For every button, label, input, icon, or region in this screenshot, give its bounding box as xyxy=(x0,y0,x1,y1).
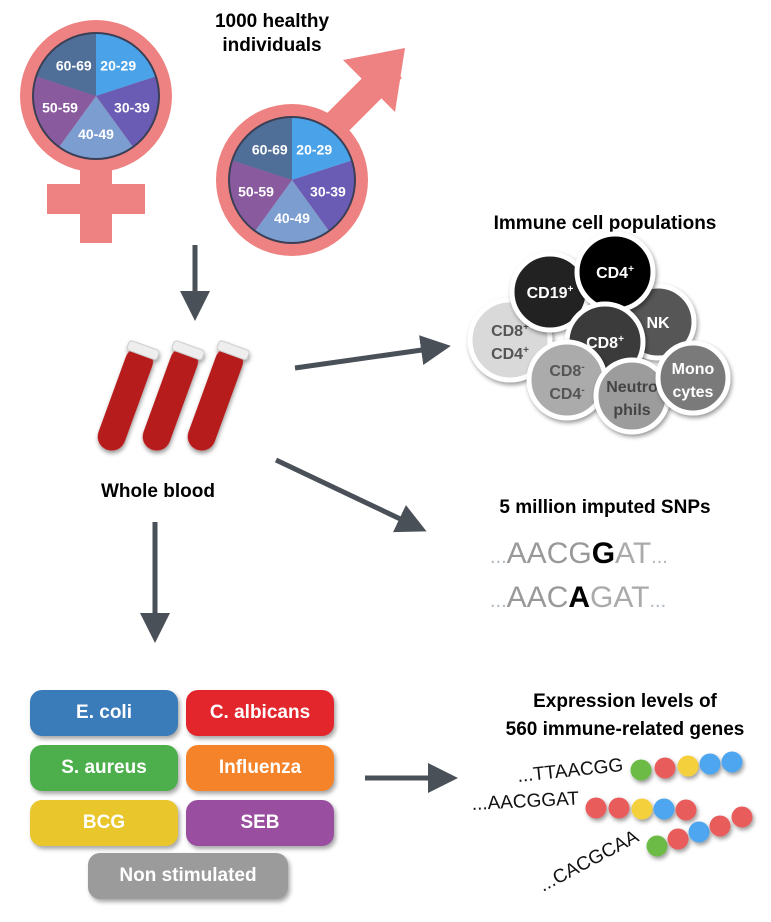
pie-label: 50-59 xyxy=(42,100,78,116)
arrow-to-immune xyxy=(294,335,451,371)
stimulus-non-stimulated: Non stimulated xyxy=(88,853,288,899)
pie-slice-40-49 xyxy=(58,96,134,159)
expression-sequences: ...TTAACGG ...AACGGAT ...CACGCAA xyxy=(471,755,642,896)
stimulus-bcg: BCG xyxy=(30,800,178,846)
svg-text:CD8-: CD8- xyxy=(549,362,584,380)
pie-slice-20-29 xyxy=(292,117,352,180)
bead-green xyxy=(646,835,668,857)
arrow-to-snps xyxy=(274,457,427,533)
bead-blue xyxy=(721,751,743,773)
pie-slice-60-69 xyxy=(36,33,96,96)
pie-slice-20-29 xyxy=(96,33,156,96)
svg-text:phils: phils xyxy=(613,402,650,419)
flow-arrows xyxy=(140,245,458,793)
bead-red xyxy=(675,799,697,821)
bead-red xyxy=(654,757,676,779)
cell-monocytes: Mono cytes xyxy=(655,340,731,416)
bead-red xyxy=(585,797,607,819)
bead-yellow xyxy=(631,798,653,820)
pie-label: 40-49 xyxy=(274,210,310,226)
svg-text:cytes: cytes xyxy=(673,384,714,401)
svg-text:NK: NK xyxy=(646,315,670,332)
bead-red xyxy=(667,828,689,850)
expression-beads xyxy=(585,751,753,857)
sequence-3: ...CACGCAA xyxy=(535,826,642,896)
svg-text:CD4-: CD4- xyxy=(549,385,584,403)
pie-slice-60-69 xyxy=(232,117,292,180)
blood-tubes-icon xyxy=(97,340,250,451)
cell-neutrophils: Neutro phils xyxy=(593,357,671,435)
cell-cd8cd4: CD8- CD4- xyxy=(526,339,608,421)
bead-red xyxy=(731,806,753,828)
pie-label: 40-49 xyxy=(78,126,114,142)
pie-label: 30-39 xyxy=(114,100,150,116)
bead-blue xyxy=(699,753,721,775)
bead-green xyxy=(630,759,652,781)
svg-text:...AACGGAT...: ...AACGGAT... xyxy=(490,537,668,570)
stimulus-c-albicans: C. albicans xyxy=(186,690,334,736)
pie-slice-50-59 xyxy=(229,160,292,231)
svg-text:...AACAGAT...: ...AACAGAT... xyxy=(490,581,666,614)
snp-sequences: ...AACGGAT... ...AACAGAT... xyxy=(490,537,668,614)
expression-title-line1: Expression levels of xyxy=(533,691,717,712)
svg-text:Mono: Mono xyxy=(672,361,715,378)
pie-label: 20-29 xyxy=(296,141,332,157)
svg-text:CD19+: CD19+ xyxy=(527,284,574,302)
whole-blood-label: Whole blood xyxy=(101,481,215,502)
snps-title: 5 million imputed SNPs xyxy=(499,497,710,518)
pie-label: 20-29 xyxy=(100,57,136,73)
svg-text:CD4+: CD4+ xyxy=(491,345,529,363)
pie-label: 30-39 xyxy=(310,184,346,200)
stimulus-s-aureus: S. aureus xyxy=(30,745,178,791)
pie-slice-50-59 xyxy=(33,76,96,147)
pie-label: 60-69 xyxy=(252,141,288,157)
pie-slice-40-49 xyxy=(254,180,330,243)
bead-yellow xyxy=(677,755,699,777)
pie-slice-30-39 xyxy=(96,76,159,147)
pie-label: 50-59 xyxy=(238,184,274,200)
bead-blue xyxy=(688,821,710,843)
svg-text:CD8+: CD8+ xyxy=(586,334,624,352)
pie-label: 60-69 xyxy=(56,57,92,73)
bead-blue xyxy=(653,798,675,820)
immune-title: Immune cell populations xyxy=(494,213,717,234)
stimulus-seb: SEB xyxy=(186,800,334,846)
cell-cd4: CD4+ xyxy=(574,231,656,313)
bead-red xyxy=(709,815,731,837)
cohort-title-line1: 1000 healthy xyxy=(215,11,329,32)
stimulus-influenza: Influenza xyxy=(186,745,334,791)
svg-text:CD8+: CD8+ xyxy=(491,322,529,340)
expression-title-line2: 560 immune-related genes xyxy=(506,719,745,740)
bead-red xyxy=(608,797,630,819)
stimulus-e-coli: E. coli xyxy=(30,690,178,736)
sequence-1: ...TTAACGG xyxy=(516,755,624,787)
cohort-title-line2: individuals xyxy=(222,35,321,56)
svg-text:CD4+: CD4+ xyxy=(596,264,634,282)
pie-slice-30-39 xyxy=(292,160,355,231)
svg-text:Neutro: Neutro xyxy=(606,379,658,396)
sequence-2: ...AACGGAT xyxy=(471,788,580,815)
